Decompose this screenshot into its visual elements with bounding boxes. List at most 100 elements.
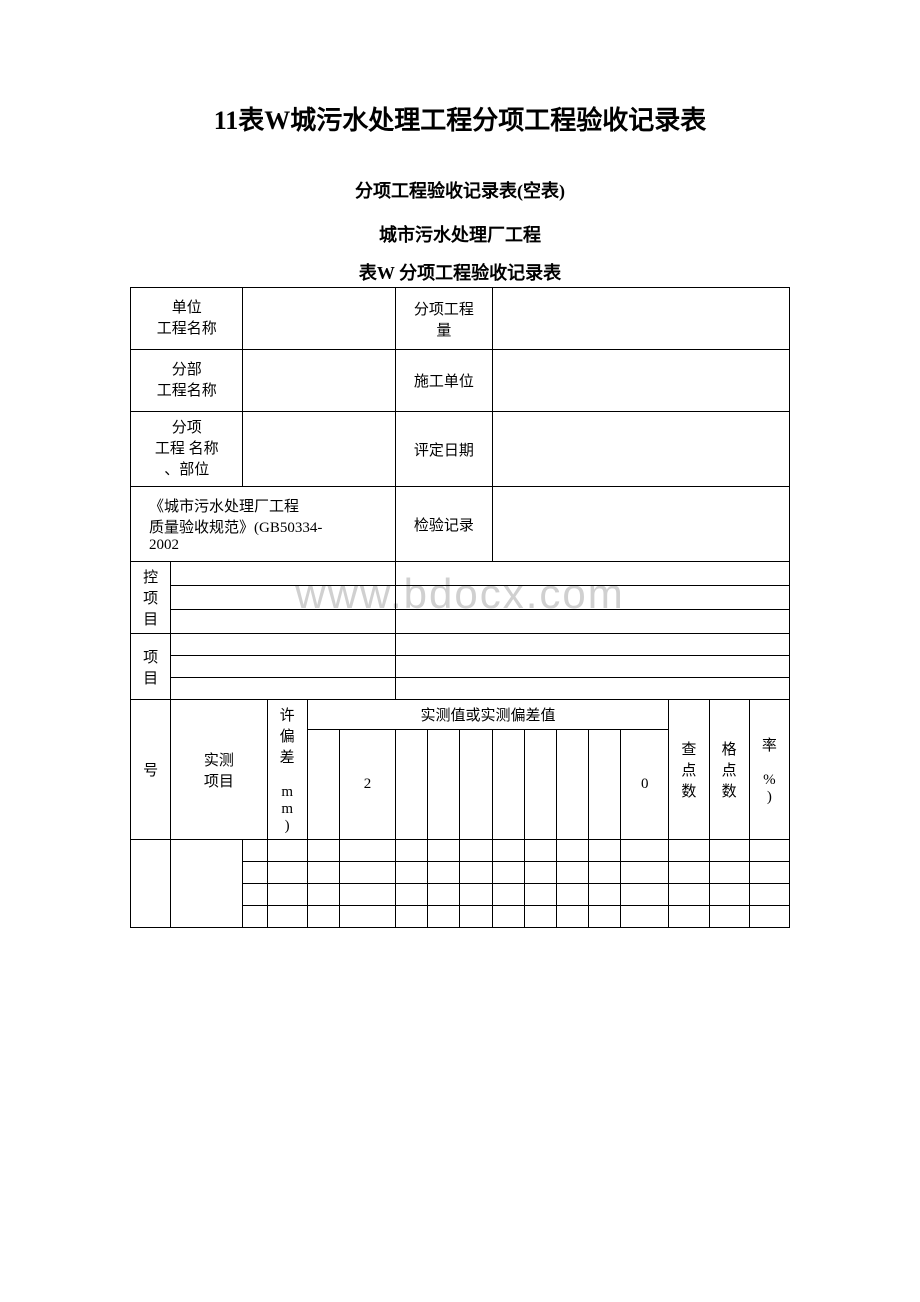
data-r2-c6 (428, 862, 460, 884)
col-pass-points: 格点数 (709, 700, 749, 840)
control-row3-right (396, 610, 790, 634)
val-eval-date (492, 412, 789, 487)
data-r3-c14 (709, 884, 749, 906)
val-inspection-record (492, 487, 789, 562)
data-r1-c1 (243, 840, 267, 862)
data-r1-c2 (267, 840, 307, 862)
data-r1-c3 (307, 840, 339, 862)
data-r2-c9 (524, 862, 556, 884)
data-r1-c5 (396, 840, 428, 862)
label-subitem-name: 分项工程 名称、部位 (131, 412, 243, 487)
data-r3-c1 (243, 884, 267, 906)
general-row3-left (171, 678, 396, 700)
data-r4-c5 (396, 906, 428, 928)
data-r4-c2 (267, 906, 307, 928)
col-measured-values-header: 实测值或实测偏差值 (307, 700, 669, 730)
col-m2: 2 (339, 730, 395, 840)
col-m10: 0 (621, 730, 669, 840)
data-r3-c10 (556, 884, 588, 906)
label-eval-date: 评定日期 (396, 412, 492, 487)
general-row3-right (396, 678, 790, 700)
data-r2-c5 (396, 862, 428, 884)
label-construction-unit: 施工单位 (396, 350, 492, 412)
data-r4-c6 (428, 906, 460, 928)
val-unit-project (243, 288, 396, 350)
subtitle-2: 城市污水处理厂工程 (130, 221, 790, 247)
data-r3-c11 (588, 884, 620, 906)
data-r4-c3 (307, 906, 339, 928)
header-info-table: 单位工程名称 分项工程量 分部工程名称 施工单位 分项工程 名称、部位 评定日期… (130, 287, 790, 928)
data-r3-c6 (428, 884, 460, 906)
data-r4-c1 (243, 906, 267, 928)
data-r2-c1 (243, 862, 267, 884)
col-m5 (460, 730, 492, 840)
data-r4-c10 (556, 906, 588, 928)
data-r2-c11 (588, 862, 620, 884)
col-seq: 号 (131, 700, 171, 840)
data-r1-c4 (339, 840, 395, 862)
val-subitem-qty (492, 288, 789, 350)
data-r1-c9 (524, 840, 556, 862)
data-r4-c7 (460, 906, 492, 928)
control-row1-left (171, 562, 396, 586)
data-r3-c3 (307, 884, 339, 906)
data-r2-c15 (749, 862, 789, 884)
data-seq (131, 840, 171, 928)
col-m4 (428, 730, 460, 840)
data-r1-c15 (749, 840, 789, 862)
col-m6 (492, 730, 524, 840)
control-row2-right (396, 586, 790, 610)
data-r1-c6 (428, 840, 460, 862)
data-r3-c9 (524, 884, 556, 906)
control-row1-right (396, 562, 790, 586)
document-page: 11表W城污水处理工程分项工程验收记录表 分项工程验收记录表(空表) 城市污水处… (0, 0, 920, 988)
data-r4-c8 (492, 906, 524, 928)
data-r4-c9 (524, 906, 556, 928)
data-r2-c3 (307, 862, 339, 884)
data-r3-c4 (339, 884, 395, 906)
data-r3-c8 (492, 884, 524, 906)
label-subitem-qty: 分项工程量 (396, 288, 492, 350)
col-m1 (307, 730, 339, 840)
data-r1-c10 (556, 840, 588, 862)
label-inspection-record: 检验记录 (396, 487, 492, 562)
data-r3-c12 (621, 884, 669, 906)
general-row2-right (396, 656, 790, 678)
label-unit-project: 单位工程名称 (131, 288, 243, 350)
data-r3-c2 (267, 884, 307, 906)
col-item: 实测项目 (171, 700, 267, 840)
data-r2-c2 (267, 862, 307, 884)
data-r4-c13 (669, 906, 709, 928)
col-rate: 率%) (749, 700, 789, 840)
data-r2-c10 (556, 862, 588, 884)
data-r2-c7 (460, 862, 492, 884)
main-title: 11表W城污水处理工程分项工程验收记录表 (130, 100, 790, 137)
data-r2-c8 (492, 862, 524, 884)
subtitle-1: 分项工程验收记录表(空表) (130, 177, 790, 203)
val-construction-unit (492, 350, 789, 412)
col-check-points: 查点数 (669, 700, 709, 840)
data-r1-c11 (588, 840, 620, 862)
data-item-label (171, 840, 243, 928)
data-r4-c12 (621, 906, 669, 928)
control-row2-left (171, 586, 396, 610)
data-r3-c15 (749, 884, 789, 906)
data-r1-c12 (621, 840, 669, 862)
data-r1-c14 (709, 840, 749, 862)
general-row2-left (171, 656, 396, 678)
data-r4-c4 (339, 906, 395, 928)
data-r4-c11 (588, 906, 620, 928)
col-m8 (556, 730, 588, 840)
general-row1-right (396, 634, 790, 656)
col-tolerance: 许偏差mm) (267, 700, 307, 840)
data-r2-c4 (339, 862, 395, 884)
general-row1-left (171, 634, 396, 656)
col-m7 (524, 730, 556, 840)
col-m9 (588, 730, 620, 840)
data-r2-c14 (709, 862, 749, 884)
data-r1-c7 (460, 840, 492, 862)
control-row3-left (171, 610, 396, 634)
data-r4-c15 (749, 906, 789, 928)
data-r2-c13 (669, 862, 709, 884)
data-r3-c7 (460, 884, 492, 906)
